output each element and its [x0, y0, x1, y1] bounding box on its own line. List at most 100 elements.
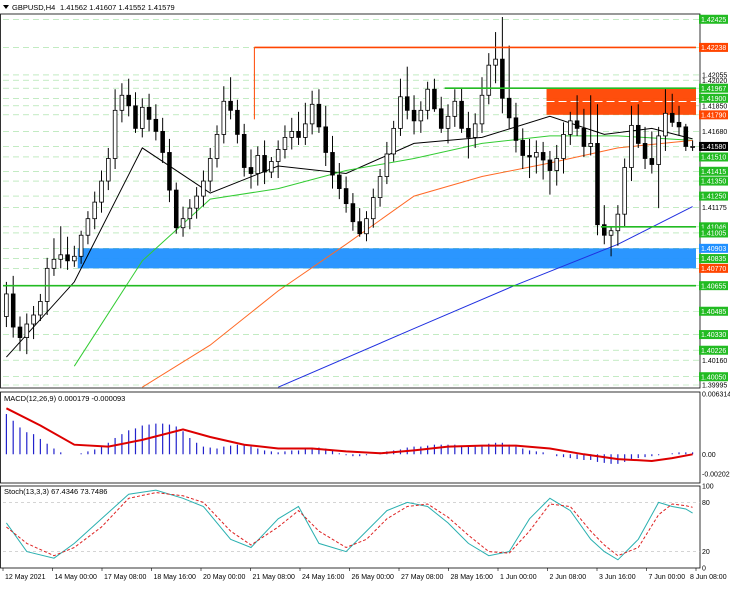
- macd-axis-label: 0.00: [702, 452, 716, 459]
- candle-bear: [513, 117, 519, 141]
- candle-bear: [635, 124, 641, 144]
- candle-bull: [622, 167, 627, 215]
- price-axis-label: 1.39995: [702, 383, 727, 390]
- candle-bear: [133, 105, 138, 129]
- price-tag-bg: [699, 330, 728, 340]
- candle-bear: [146, 106, 152, 120]
- price-tag-label: 1.40835: [701, 256, 726, 263]
- candle-bear: [649, 158, 655, 165]
- candle-bull: [214, 134, 220, 159]
- time-axis-label: 7 Jun 00:00: [649, 574, 686, 581]
- candle-bull: [309, 103, 315, 125]
- price-axis-label: 1.41680: [702, 129, 727, 136]
- candle-bull: [72, 255, 77, 262]
- candle-bear: [595, 143, 600, 226]
- time-axis-label: 28 May 16:00: [451, 574, 494, 581]
- candle-bull: [4, 293, 9, 317]
- time-axis-label: 8 Jun 08:00: [690, 574, 727, 581]
- price-tag-label: 1.41250: [701, 194, 726, 201]
- macd-signal-line: [5, 407, 693, 463]
- candle-bear: [160, 130, 165, 153]
- candle-bear: [343, 188, 349, 205]
- candle-bull: [106, 158, 111, 182]
- time-axis-label: 18 May 16:00: [154, 574, 197, 581]
- candle-bear: [65, 254, 70, 262]
- price-tag-label: 1.41580: [701, 144, 726, 151]
- candle-bull: [140, 106, 145, 129]
- candle-bear: [683, 126, 689, 147]
- candle-bull: [534, 152, 539, 158]
- candle-bull: [92, 201, 97, 220]
- macd-axis-label: 0.006314: [702, 391, 730, 398]
- stoch-axis-label: 80: [702, 500, 710, 507]
- candle-bull: [479, 94, 485, 125]
- price-tag-label: 1.42425: [701, 17, 726, 24]
- candle-bull: [180, 218, 186, 229]
- stoch-axis-label: 20: [702, 549, 710, 556]
- price-tag-label: 1.41350: [701, 179, 726, 186]
- candle-bear: [296, 130, 301, 138]
- candle-bear: [323, 126, 328, 153]
- candle-bull: [99, 180, 104, 203]
- price-tag-label: 1.40226: [701, 348, 726, 355]
- price-tag-bg: [699, 166, 728, 176]
- price-tag-bg: [699, 254, 728, 264]
- collapse-arrow-icon[interactable]: [3, 5, 9, 9]
- price-tag-label: 1.41900: [701, 96, 726, 103]
- candle-bull: [486, 64, 492, 96]
- time-axis-label: 12 May 2021: [5, 574, 46, 581]
- price-tag-bg: [699, 93, 728, 103]
- candle-bear: [466, 127, 471, 138]
- price-tag-bg: [699, 228, 728, 238]
- time-axis-label: 24 May 16:00: [302, 574, 345, 581]
- stoch-layer: [3, 489, 700, 561]
- stoch-axis-label: 100: [702, 484, 714, 491]
- price-tag-bg: [699, 263, 728, 273]
- candle-bull: [608, 230, 614, 236]
- candle-bull: [425, 88, 430, 111]
- price-tag-label: 1.42238: [701, 45, 726, 52]
- price-tag-bg: [699, 141, 728, 151]
- price-tag-label: 1.41415: [701, 169, 726, 176]
- candle-bull: [398, 96, 403, 129]
- candle-bear: [262, 155, 267, 173]
- candle-bull: [384, 153, 390, 177]
- moving-average-black: [6, 115, 693, 358]
- candle-bear: [153, 118, 159, 132]
- price-tag-bg: [699, 372, 728, 382]
- candle-bull: [364, 218, 369, 235]
- candle-bear: [350, 203, 356, 223]
- time-axis-label: 26 May 00:00: [352, 574, 395, 581]
- panel-frame-2: [0, 391, 701, 484]
- candle-bull: [391, 127, 396, 155]
- candle-bull: [282, 137, 288, 150]
- candle-bear: [337, 174, 342, 189]
- macd-title: MACD(12,26,9) 0.000179 -0.000093: [4, 394, 125, 403]
- candle-bear: [581, 127, 587, 147]
- candle-bear: [330, 152, 335, 176]
- price-tag-bg: [699, 176, 728, 186]
- candle-bull: [561, 134, 566, 159]
- panel-frame-3: [0, 485, 701, 569]
- candle-bull: [112, 109, 118, 159]
- time-axis-label: 17 May 08:00: [104, 574, 147, 581]
- support-zone: [77, 248, 696, 269]
- candle-bear: [642, 143, 648, 159]
- candle-bear: [520, 140, 526, 156]
- price-tag-label: 1.41046: [701, 224, 726, 231]
- candle-layer: [4, 17, 695, 355]
- candle-bull: [303, 123, 308, 138]
- price-axis-label: 1.41850: [702, 103, 727, 110]
- price-tag-label: 1.41967: [701, 86, 726, 93]
- candle-bull: [289, 130, 295, 138]
- time-axis-label: 3 Jun 16:00: [599, 574, 636, 581]
- candle-bull: [38, 301, 43, 316]
- candle-bear: [228, 100, 233, 111]
- candle-bear: [241, 134, 247, 168]
- price-tag-bg: [699, 83, 728, 93]
- price-tag-label: 1.41790: [701, 112, 726, 119]
- candle-bull: [51, 258, 57, 269]
- candle-bull: [119, 94, 125, 111]
- price-tag-label: 1.40330: [701, 332, 726, 339]
